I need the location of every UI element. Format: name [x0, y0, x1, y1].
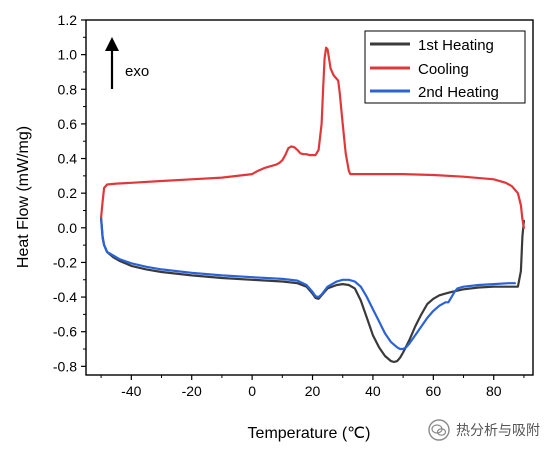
y-tick-label: 0.2: [58, 185, 78, 201]
x-tick-label: -20: [182, 383, 202, 399]
exo-annotation: exo: [105, 37, 149, 89]
legend-label-1st-heating: 1st Heating: [418, 37, 494, 54]
y-tick-label: 1.2: [58, 12, 78, 28]
legend-label-cooling: Cooling: [418, 61, 469, 78]
y-tick-label: -0.6: [53, 324, 77, 340]
y-tick-label: 1.0: [58, 47, 78, 63]
watermark-text: 热分析与吸附: [456, 423, 540, 439]
x-axis-label: Temperature (℃): [248, 425, 371, 442]
x-tick-label: -40: [121, 383, 141, 399]
watermark: 热分析与吸附: [428, 418, 540, 442]
y-tick-label: -0.8: [53, 358, 77, 374]
y-tick-label: 0.6: [58, 116, 78, 132]
legend: 1st Heating Cooling 2nd Heating: [364, 30, 526, 104]
x-tick-label: 60: [426, 383, 442, 399]
legend-label-2nd-heating: 2nd Heating: [418, 84, 499, 101]
x-tick-label: 80: [486, 383, 502, 399]
wechat-icon: [428, 419, 450, 441]
plot-area: [100, 46, 525, 364]
x-tick-label: 40: [365, 383, 381, 399]
y-tick-label: 0.4: [58, 151, 78, 167]
plot-frame: [85, 19, 534, 376]
y-axis-ticks: -0.8 -0.6 -0.4 -0.2 0.0 0.2 0.4 0.6 0.8 1.0 1.2: [53, 12, 86, 374]
exo-arrowhead-icon: [105, 37, 119, 51]
y-tick-label: -0.2: [53, 254, 77, 270]
y-axis-label: Heat Flow (mW/mg): [15, 126, 32, 268]
series-line-cooling: [100, 46, 525, 229]
y-tick-label: 0.0: [58, 220, 78, 236]
exo-label: exo: [125, 63, 149, 80]
x-axis-ticks: -40 -20 0 20 40 60 80: [100, 375, 525, 399]
x-tick-label: 0: [248, 383, 256, 399]
x-tick-label: 20: [305, 383, 321, 399]
y-tick-label: 0.8: [58, 81, 78, 97]
series-line-2nd-heating: [100, 218, 516, 351]
y-tick-label: -0.4: [53, 289, 77, 305]
series-line-1st-heating: [100, 216, 525, 364]
